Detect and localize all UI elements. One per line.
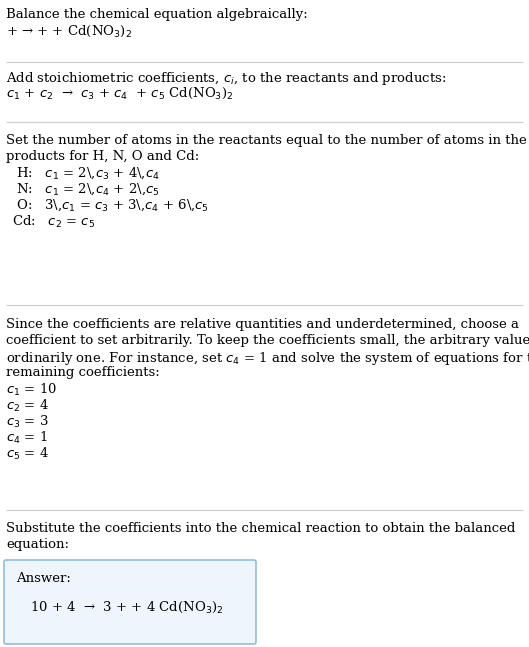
Text: $c_5$ = 4: $c_5$ = 4 — [6, 446, 49, 462]
Text: Add stoichiometric coefficients, $c_i$, to the reactants and products:: Add stoichiometric coefficients, $c_i$, … — [6, 70, 446, 87]
Text: $c_1$ + $c_2$  →  $c_3$ + $c_4$  + $c_5$ Cd(NO$_3$)$_2$: $c_1$ + $c_2$ → $c_3$ + $c_4$ + $c_5$ Cd… — [6, 86, 234, 101]
Text: coefficient to set arbitrarily. To keep the coefficients small, the arbitrary va: coefficient to set arbitrarily. To keep … — [6, 334, 529, 347]
Text: Cd:   $c_2$ = $c_5$: Cd: $c_2$ = $c_5$ — [12, 214, 95, 230]
Text: Since the coefficients are relative quantities and underdetermined, choose a: Since the coefficients are relative quan… — [6, 318, 519, 331]
Text: $c_4$ = 1: $c_4$ = 1 — [6, 430, 48, 446]
Text: H:   $c_1$ = 2\,$c_3$ + 4\,$c_4$: H: $c_1$ = 2\,$c_3$ + 4\,$c_4$ — [12, 166, 160, 181]
Text: Substitute the coefficients into the chemical reaction to obtain the balanced: Substitute the coefficients into the che… — [6, 522, 516, 535]
Text: Answer:: Answer: — [16, 572, 71, 585]
Text: O:   3\,$c_1$ = $c_3$ + 3\,$c_4$ + 6\,$c_5$: O: 3\,$c_1$ = $c_3$ + 3\,$c_4$ + 6\,$c_5… — [12, 198, 209, 214]
Text: ordinarily one. For instance, set $c_4$ = 1 and solve the system of equations fo: ordinarily one. For instance, set $c_4$ … — [6, 350, 529, 367]
Text: Balance the chemical equation algebraically:: Balance the chemical equation algebraica… — [6, 8, 308, 21]
Text: $c_3$ = 3: $c_3$ = 3 — [6, 414, 49, 430]
Text: N:   $c_1$ = 2\,$c_4$ + 2\,$c_5$: N: $c_1$ = 2\,$c_4$ + 2\,$c_5$ — [12, 182, 160, 197]
Text: Set the number of atoms in the reactants equal to the number of atoms in the: Set the number of atoms in the reactants… — [6, 134, 527, 147]
Text: 10 + 4  →  3 + + 4 Cd(NO$_3$)$_2$: 10 + 4 → 3 + + 4 Cd(NO$_3$)$_2$ — [30, 600, 223, 615]
Text: $c_1$ = 10: $c_1$ = 10 — [6, 382, 57, 398]
Text: remaining coefficients:: remaining coefficients: — [6, 366, 160, 379]
Text: products for H, N, O and Cd:: products for H, N, O and Cd: — [6, 150, 199, 163]
FancyBboxPatch shape — [4, 560, 256, 644]
Text: equation:: equation: — [6, 538, 69, 551]
Text: + → + + Cd(NO$_3$)$_2$: + → + + Cd(NO$_3$)$_2$ — [6, 24, 132, 39]
Text: $c_2$ = 4: $c_2$ = 4 — [6, 398, 49, 414]
